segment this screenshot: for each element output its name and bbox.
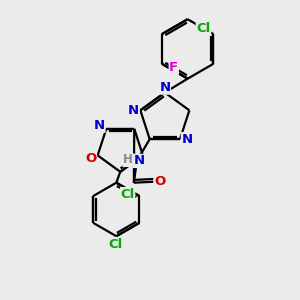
Text: N: N bbox=[128, 104, 139, 117]
Text: O: O bbox=[85, 152, 96, 165]
Text: O: O bbox=[154, 175, 165, 188]
Text: Cl: Cl bbox=[108, 238, 122, 250]
Text: Cl: Cl bbox=[121, 188, 135, 201]
Text: F: F bbox=[169, 61, 178, 74]
Text: N: N bbox=[159, 81, 170, 94]
Text: N: N bbox=[94, 119, 105, 132]
Text: H: H bbox=[123, 153, 133, 167]
Text: Cl: Cl bbox=[196, 22, 211, 34]
Text: N: N bbox=[133, 154, 144, 167]
Text: N: N bbox=[182, 133, 193, 146]
